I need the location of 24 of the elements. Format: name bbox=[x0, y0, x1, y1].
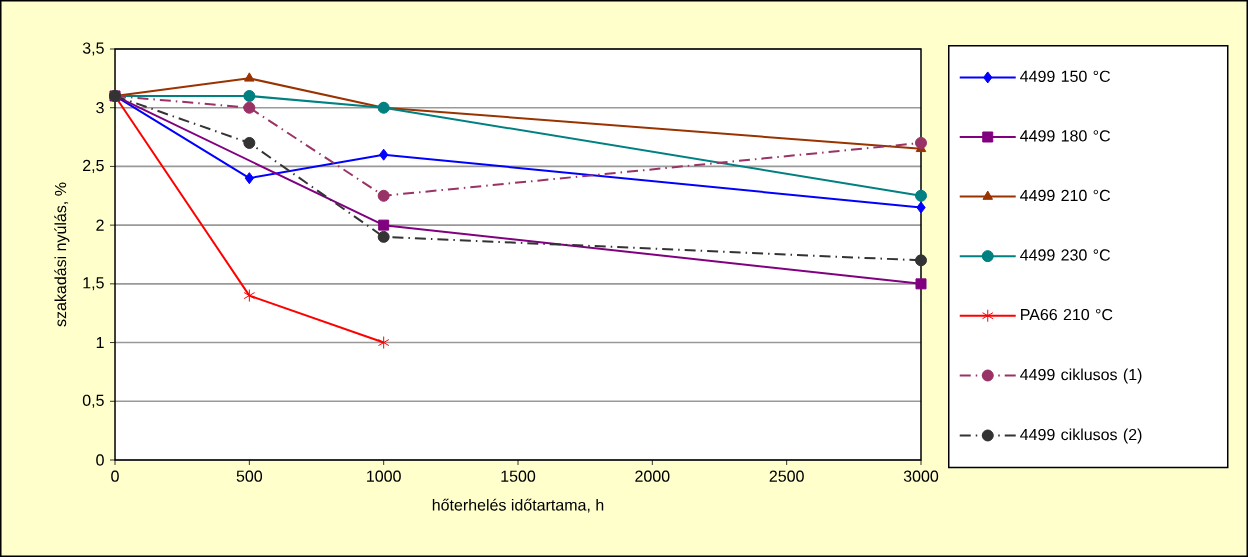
x-tick-label: 1500 bbox=[501, 470, 536, 482]
x-tick-label: 3000 bbox=[903, 470, 939, 482]
legend-label: 4499 230 °C bbox=[1020, 249, 1111, 261]
x-tick-label: 0 bbox=[111, 470, 119, 482]
legend-label: 4499 180 °C bbox=[1020, 130, 1111, 142]
y-tick-label: 2,5 bbox=[83, 159, 104, 174]
legend-label: 4499 ciklusos (1) bbox=[1020, 368, 1142, 384]
x-tick-label: 2500 bbox=[769, 470, 804, 482]
x-tick-label: 2000 bbox=[635, 470, 670, 482]
y-tick-label: 0 bbox=[96, 454, 104, 466]
y-tick-label: 3,5 bbox=[82, 42, 104, 56]
y-tick-label: 1 bbox=[96, 337, 104, 349]
y-tick-label: 1,5 bbox=[83, 277, 104, 291]
y-tick-label: 2 bbox=[96, 219, 104, 231]
legend-label: 4499 150 °C bbox=[1020, 70, 1111, 82]
x-tick-label: 500 bbox=[236, 470, 263, 482]
y-axis-title: szakadási nyúlás, % bbox=[54, 182, 70, 327]
x-axis-title: hőterhelés időtartama, h bbox=[432, 498, 604, 513]
y-tick-label: 0,5 bbox=[82, 394, 104, 408]
legend-label: 4499 ciklusos (2) bbox=[1020, 428, 1142, 444]
legend-label: 4499 210 °C bbox=[1020, 189, 1111, 202]
y-tick-label: 3 bbox=[96, 102, 104, 114]
x-tick-label: 1000 bbox=[367, 470, 401, 482]
legend-label: PA66 210 °C bbox=[1021, 308, 1113, 321]
